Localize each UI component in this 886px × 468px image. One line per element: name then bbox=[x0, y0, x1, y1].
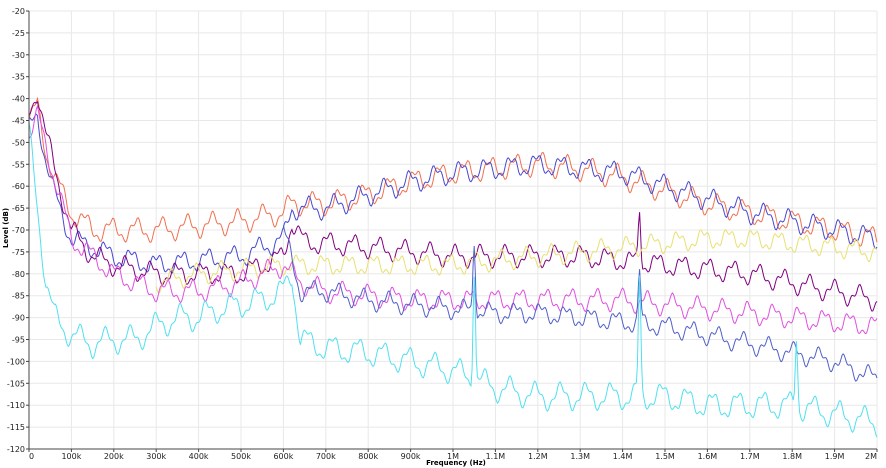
x-axis-title: Frequency (Hz) bbox=[426, 459, 486, 467]
y-axis-title: Level (dB) bbox=[2, 208, 10, 248]
y-tick-label: -50 bbox=[12, 138, 25, 147]
x-tick-label: 400k bbox=[189, 452, 209, 461]
x-tick-label: 1.3M bbox=[570, 452, 590, 461]
x-tick-label: 1M bbox=[447, 452, 459, 461]
y-tick-label: -110 bbox=[7, 401, 25, 410]
x-tick-label: 1.5M bbox=[655, 452, 675, 461]
x-tick-labels: 0 100k 200k 300k 400k 500k 600k 700k 800k 900k 1M 1… bbox=[29, 452, 877, 461]
y-tick-label: -80 bbox=[12, 270, 25, 279]
series-line-2 bbox=[28, 100, 878, 312]
x-tick-label: 1.7M bbox=[740, 452, 760, 461]
x-tick-label: 1.4M bbox=[613, 452, 633, 461]
x-tick-label: 0 bbox=[29, 452, 34, 461]
y-tick-label: -105 bbox=[7, 379, 25, 388]
x-tick-label: 800k bbox=[358, 452, 378, 461]
x-tick-label: 1.2M bbox=[528, 452, 548, 461]
y-tick-label: -115 bbox=[7, 423, 25, 432]
x-tick-label: 500k bbox=[231, 452, 251, 461]
x-tick-label: 1.6M bbox=[698, 452, 718, 461]
y-tick-label: -45 bbox=[12, 117, 25, 126]
x-tick-label: 900k bbox=[401, 452, 421, 461]
x-tick-label: 1.8M bbox=[782, 452, 802, 461]
y-tick-label: -65 bbox=[12, 204, 25, 213]
y-tick-label: -75 bbox=[12, 248, 25, 257]
series-line-0 bbox=[28, 96, 878, 247]
series-line-3 bbox=[155, 228, 878, 294]
y-tick-label: -30 bbox=[12, 51, 25, 60]
x-tick-label: 1.9M bbox=[825, 452, 845, 461]
y-tick-label: -120 bbox=[7, 445, 25, 454]
grid bbox=[28, 10, 878, 450]
x-tick-label: 600k bbox=[273, 452, 293, 461]
y-tick-label: -40 bbox=[12, 95, 25, 104]
x-tick-label: 100k bbox=[61, 452, 81, 461]
y-tick-label: -60 bbox=[12, 182, 25, 191]
y-tick-label: -55 bbox=[12, 160, 25, 169]
y-tick-label: -20 bbox=[12, 7, 25, 16]
y-tick-label: -70 bbox=[12, 226, 25, 235]
y-tick-labels: -20 -25 -30 -35 -40 -45 -50 -55 -60 -65 -70 -75 -80 -… bbox=[7, 7, 25, 454]
series-line-5 bbox=[282, 225, 878, 382]
y-tick-label: -95 bbox=[12, 336, 25, 345]
x-tick-label: 700k bbox=[316, 452, 336, 461]
y-tick-label: -25 bbox=[12, 29, 25, 38]
y-tick-label: -35 bbox=[12, 73, 25, 82]
series-line-6 bbox=[28, 122, 878, 438]
x-tick-label: 200k bbox=[104, 452, 124, 461]
axes bbox=[26, 10, 878, 452]
y-tick-label: -100 bbox=[7, 357, 25, 366]
x-tick-label: 300k bbox=[146, 452, 166, 461]
y-tick-label: -85 bbox=[12, 292, 25, 301]
y-tick-label: -90 bbox=[12, 314, 25, 323]
x-tick-label: 1.1M bbox=[486, 452, 506, 461]
series-group bbox=[28, 96, 878, 438]
x-tick-label: 2M bbox=[865, 452, 877, 461]
series-line-4 bbox=[28, 104, 878, 335]
